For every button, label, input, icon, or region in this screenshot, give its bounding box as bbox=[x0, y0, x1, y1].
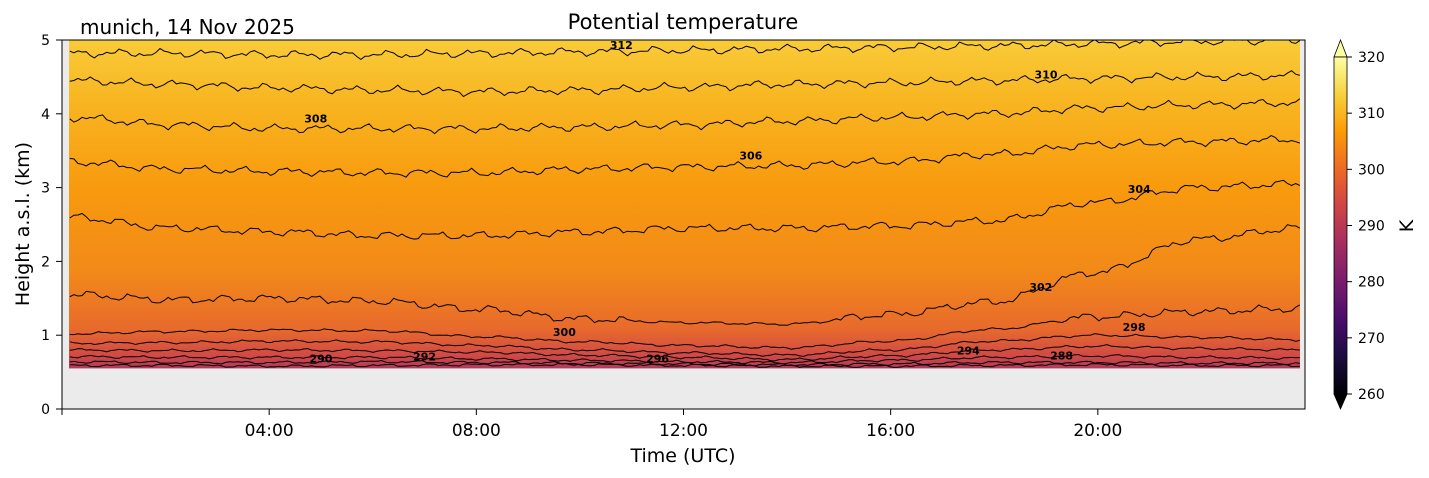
y-axis-label: Height a.s.l. (km) bbox=[12, 142, 34, 306]
contour-label-304: 304 bbox=[1128, 183, 1151, 196]
contour-label-310: 310 bbox=[1035, 68, 1058, 81]
y-tick-label: 2 bbox=[41, 254, 50, 270]
colorbar-tick-label: 310 bbox=[1358, 106, 1385, 122]
y-tick-label: 3 bbox=[41, 181, 50, 197]
contour-line-312 bbox=[69, 40, 1301, 61]
contour-label-296: 296 bbox=[646, 353, 669, 366]
colorbar-tick-label: 320 bbox=[1358, 50, 1385, 66]
x-tick-label: 16:00 bbox=[866, 421, 915, 441]
colorbar-ticks: 260 270 280 290 300 310 320 bbox=[1347, 50, 1385, 403]
y-tick-label: 0 bbox=[41, 402, 50, 418]
colorbar-extend-min bbox=[1333, 393, 1348, 411]
contour-label-306: 306 bbox=[739, 150, 762, 163]
contour-lines bbox=[69, 40, 1301, 368]
y-tick-label: 4 bbox=[41, 107, 50, 123]
contour-labels: 290 292 296 294 288 298 300 302 304 306 308 310 312 bbox=[304, 39, 1151, 366]
contour-line-296 bbox=[69, 344, 1300, 362]
colorbar-body bbox=[1333, 56, 1348, 395]
colorbar-tick-label: 300 bbox=[1358, 162, 1385, 178]
x-axis-ticks: 04:00 08:00 12:00 16:00 20:00 bbox=[61, 409, 1122, 441]
contour-line-306 bbox=[69, 135, 1300, 178]
colorbar-extend-max bbox=[1333, 38, 1348, 58]
contour-label-292: 292 bbox=[413, 350, 436, 363]
chart-title: Potential temperature bbox=[568, 10, 799, 34]
colorbar-tick-label: 270 bbox=[1358, 331, 1385, 347]
x-tick-label: 12:00 bbox=[659, 421, 708, 441]
x-tick-label: 08:00 bbox=[452, 421, 501, 441]
colorbar-tick-label: 260 bbox=[1358, 387, 1385, 403]
contour-label-308: 308 bbox=[304, 113, 327, 126]
y-tick-label: 5 bbox=[41, 33, 50, 49]
contour-label-312: 312 bbox=[610, 39, 633, 52]
contour-line-298 bbox=[69, 333, 1300, 357]
x-axis-label: Time (UTC) bbox=[629, 445, 735, 467]
contour-line-292 bbox=[69, 359, 1300, 367]
x-tick-label: 20:00 bbox=[1073, 421, 1122, 441]
chart-subtitle: munich, 14 Nov 2025 bbox=[80, 15, 295, 39]
contour-label-300: 300 bbox=[553, 326, 576, 339]
contour-label-302: 302 bbox=[1029, 281, 1052, 294]
colorbar-tick-label: 290 bbox=[1358, 219, 1385, 235]
contour-line-304 bbox=[69, 179, 1301, 240]
colorbar: 260 270 280 290 300 310 320 K bbox=[1333, 38, 1418, 411]
contour-line-308 bbox=[69, 98, 1301, 135]
contour-line-310 bbox=[69, 70, 1300, 98]
temperature-field bbox=[69, 40, 1300, 369]
y-tick-label: 1 bbox=[41, 328, 50, 344]
x-tick-label: 04:00 bbox=[245, 421, 294, 441]
contour-label-290: 290 bbox=[309, 353, 332, 366]
contour-label-294: 294 bbox=[957, 344, 980, 357]
contour-line-294 bbox=[69, 353, 1300, 365]
colorbar-label: K bbox=[1396, 219, 1418, 232]
colorbar-tick-label: 280 bbox=[1358, 275, 1385, 291]
contour-label-288: 288 bbox=[1050, 350, 1073, 363]
contour-label-298: 298 bbox=[1123, 321, 1146, 334]
contour-line-302 bbox=[69, 224, 1301, 326]
contour-line-300 bbox=[69, 304, 1301, 350]
y-axis-ticks: 0 1 2 3 4 5 bbox=[41, 33, 62, 418]
